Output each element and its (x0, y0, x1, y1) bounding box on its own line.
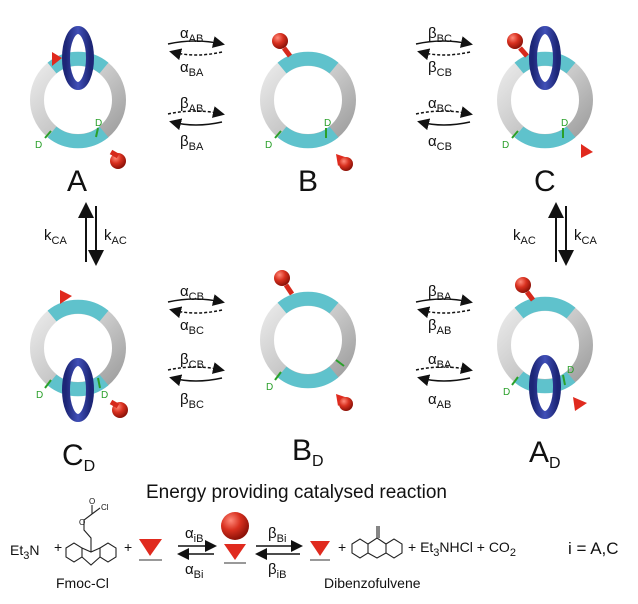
state-label-AD: AD (529, 436, 561, 472)
rate-label: kAC (104, 227, 127, 247)
rate-label: βBi (268, 525, 286, 545)
rate-label: βCB (180, 351, 204, 371)
rate-label: αBC (428, 95, 452, 115)
wedge-catalyst-icon (310, 541, 330, 556)
index-note: i = A,C (568, 539, 619, 558)
ball-marker (272, 33, 288, 49)
shuttle-ring (62, 358, 94, 422)
dibenzofulvene-structure (351, 526, 403, 559)
reaction-equation: Et3N + O O Cl Fmoc-Cl + αiB αBi βBi (10, 497, 619, 591)
d-label: D (265, 140, 272, 151)
wedge-catalyst-icon (224, 544, 246, 560)
plus-sign: + (54, 539, 62, 555)
d-label: D (561, 118, 568, 129)
transition-B-C: βBC βCB αBC αCB (415, 25, 473, 153)
ball-marker (274, 270, 290, 286)
et3n-label: Et3N (10, 542, 39, 562)
state-A: D D A (30, 26, 126, 198)
rate-label: βCB (428, 59, 452, 79)
transition-A-B: αAB αBA βAB βBA (167, 25, 225, 153)
vertical-right: kAC kCA (513, 202, 597, 266)
d-label: D (35, 140, 42, 151)
rate-label: βBA (428, 283, 452, 303)
rate-label: αAB (180, 25, 203, 45)
state-label-BD: BD (292, 434, 324, 470)
rate-label: αBA (428, 351, 452, 371)
cl-label: Cl (101, 503, 109, 512)
d-label: D (324, 118, 331, 129)
shuttle-ring (529, 355, 561, 419)
ball-marker (339, 397, 353, 411)
d-label: D (567, 365, 574, 376)
shuttle-ring (62, 26, 94, 90)
plus-sign: + (124, 539, 132, 555)
state-label-B: B (298, 165, 318, 198)
rate-label: βBC (180, 391, 204, 411)
byproducts-label: + Et3NHCl + CO2 (408, 539, 516, 559)
wedge-marker (581, 144, 593, 158)
state-label-C: C (534, 165, 556, 198)
reaction-title: Energy providing catalysed reaction (146, 482, 447, 503)
rate-label: kCA (44, 227, 67, 247)
vertical-left: kCA kAC (44, 202, 127, 266)
rate-label: αCB (428, 133, 452, 153)
rate-label: αBi (185, 561, 203, 581)
d-label: D (101, 390, 108, 401)
state-B: D D B (260, 33, 356, 198)
state-C: D D C (497, 26, 593, 198)
d-label: D (266, 382, 273, 393)
state-label-A: A (67, 165, 87, 198)
wedge-catalyst-icon (139, 539, 162, 556)
binding-site-top (47, 51, 109, 74)
fmoc-cl-structure (65, 505, 117, 566)
wedge-marker (573, 397, 587, 411)
wedge-marker (52, 52, 62, 66)
plus-sign: + (338, 539, 346, 555)
d-label: D (502, 140, 509, 151)
o-label: O (79, 518, 85, 527)
rate-label: βAB (428, 317, 451, 337)
state-BD: D BD (260, 270, 356, 470)
transition-BD-AD: βBA βAB αBA αAB (415, 283, 473, 411)
rate-label: βiB (268, 561, 286, 581)
d-label: D (36, 390, 43, 401)
fmoc-label: Fmoc-Cl (56, 575, 109, 591)
ball-catalyst-icon (221, 512, 249, 540)
state-label-CD: CD (62, 439, 95, 475)
rate-label: αBA (180, 59, 204, 79)
rate-label: kAC (513, 227, 536, 247)
rate-label: βAB (180, 95, 203, 115)
rate-label: αiB (185, 525, 203, 545)
state-CD: D D CD (30, 290, 128, 475)
ball-marker (110, 153, 126, 169)
ball-marker (515, 277, 531, 293)
rate-label: αCB (180, 283, 204, 303)
shuttle-ring (529, 26, 561, 90)
ball-marker (339, 157, 353, 171)
rate-label: αBC (180, 317, 204, 337)
rate-label: kCA (574, 227, 597, 247)
d-label: D (503, 387, 510, 398)
state-AD: D D AD (497, 277, 593, 472)
dibenzofulvene-label: Dibenzofulvene (324, 575, 421, 591)
binding-site-bottom (47, 126, 109, 149)
d-label: D (95, 118, 102, 129)
ball-marker (507, 33, 523, 49)
rate-label: βBC (428, 25, 452, 45)
o-label: O (89, 497, 95, 506)
transition-CD-BD: αCB αBC βCB βBC (167, 283, 225, 411)
rate-label: βBA (180, 133, 204, 153)
wedge-marker (60, 290, 72, 304)
rate-label: αAB (428, 391, 451, 411)
